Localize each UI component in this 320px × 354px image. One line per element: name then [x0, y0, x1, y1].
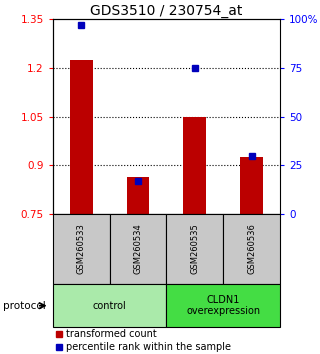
- Bar: [53, 214, 109, 284]
- Text: control: control: [93, 301, 126, 311]
- Text: CLDN1
overexpression: CLDN1 overexpression: [186, 295, 260, 316]
- Bar: [223, 214, 280, 284]
- Bar: [166, 214, 223, 284]
- Bar: [109, 214, 166, 284]
- Text: GSM260536: GSM260536: [247, 224, 256, 274]
- Bar: [166, 284, 280, 327]
- Text: GSM260533: GSM260533: [77, 224, 86, 274]
- Legend: transformed count, percentile rank within the sample: transformed count, percentile rank withi…: [55, 329, 231, 352]
- Bar: [70, 60, 92, 214]
- Bar: [183, 117, 206, 214]
- Bar: [127, 177, 149, 214]
- Bar: [240, 158, 263, 214]
- Text: GSM260534: GSM260534: [133, 224, 142, 274]
- Bar: [53, 284, 166, 327]
- Text: protocol: protocol: [3, 301, 46, 311]
- Title: GDS3510 / 230754_at: GDS3510 / 230754_at: [90, 5, 243, 18]
- Text: GSM260535: GSM260535: [190, 224, 199, 274]
